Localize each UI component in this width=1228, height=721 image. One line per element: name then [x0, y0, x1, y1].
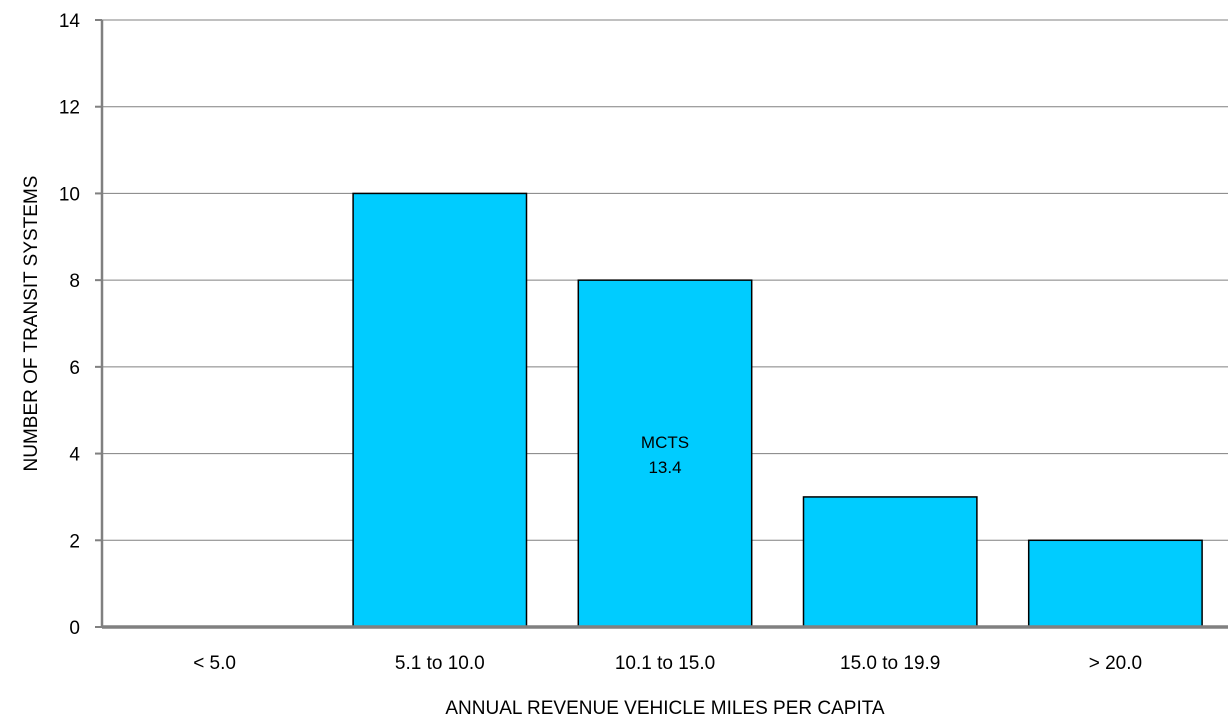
y-tick-label: 8: [69, 271, 80, 292]
bar: [1027, 539, 1203, 628]
bar: [577, 279, 753, 628]
y-tick-label: 10: [59, 184, 80, 205]
x-tick-label: < 5.0: [193, 653, 236, 674]
bar: [802, 496, 978, 628]
annotation-line: MCTS: [641, 433, 689, 452]
annotations: MCTS 13.4: [641, 433, 689, 477]
y-tick-label: 6: [69, 358, 80, 379]
axes: [95, 19, 1228, 629]
x-tick-label: 15.0 to 19.9: [840, 653, 940, 674]
bars: [352, 192, 1203, 628]
y-tick-label: 0: [69, 618, 80, 639]
x-tick-label: 10.1 to 15.0: [615, 653, 715, 674]
y-tick-label: 12: [59, 98, 80, 119]
x-tick-label: 5.1 to 10.0: [395, 653, 485, 674]
y-axis-title: NUMBER OF TRANSIT SYSTEMS: [21, 176, 42, 472]
y-tick-label: 4: [69, 445, 80, 466]
annotation-line: 13.4: [648, 458, 681, 477]
x-axis-title: ANNUAL REVENUE VEHICLE MILES PER CAPITA: [445, 698, 885, 719]
y-tick-label: 2: [69, 531, 80, 552]
y-tick-label: 14: [59, 11, 81, 32]
y-tick-labels: 0 2 4 6 8 10 12 14: [59, 11, 81, 639]
bar: [352, 192, 528, 628]
x-tick-label: > 20.0: [1089, 653, 1142, 674]
x-tick-labels: < 5.0 5.1 to 10.0 10.1 to 15.0 15.0 to 19.9…: [193, 653, 1142, 674]
